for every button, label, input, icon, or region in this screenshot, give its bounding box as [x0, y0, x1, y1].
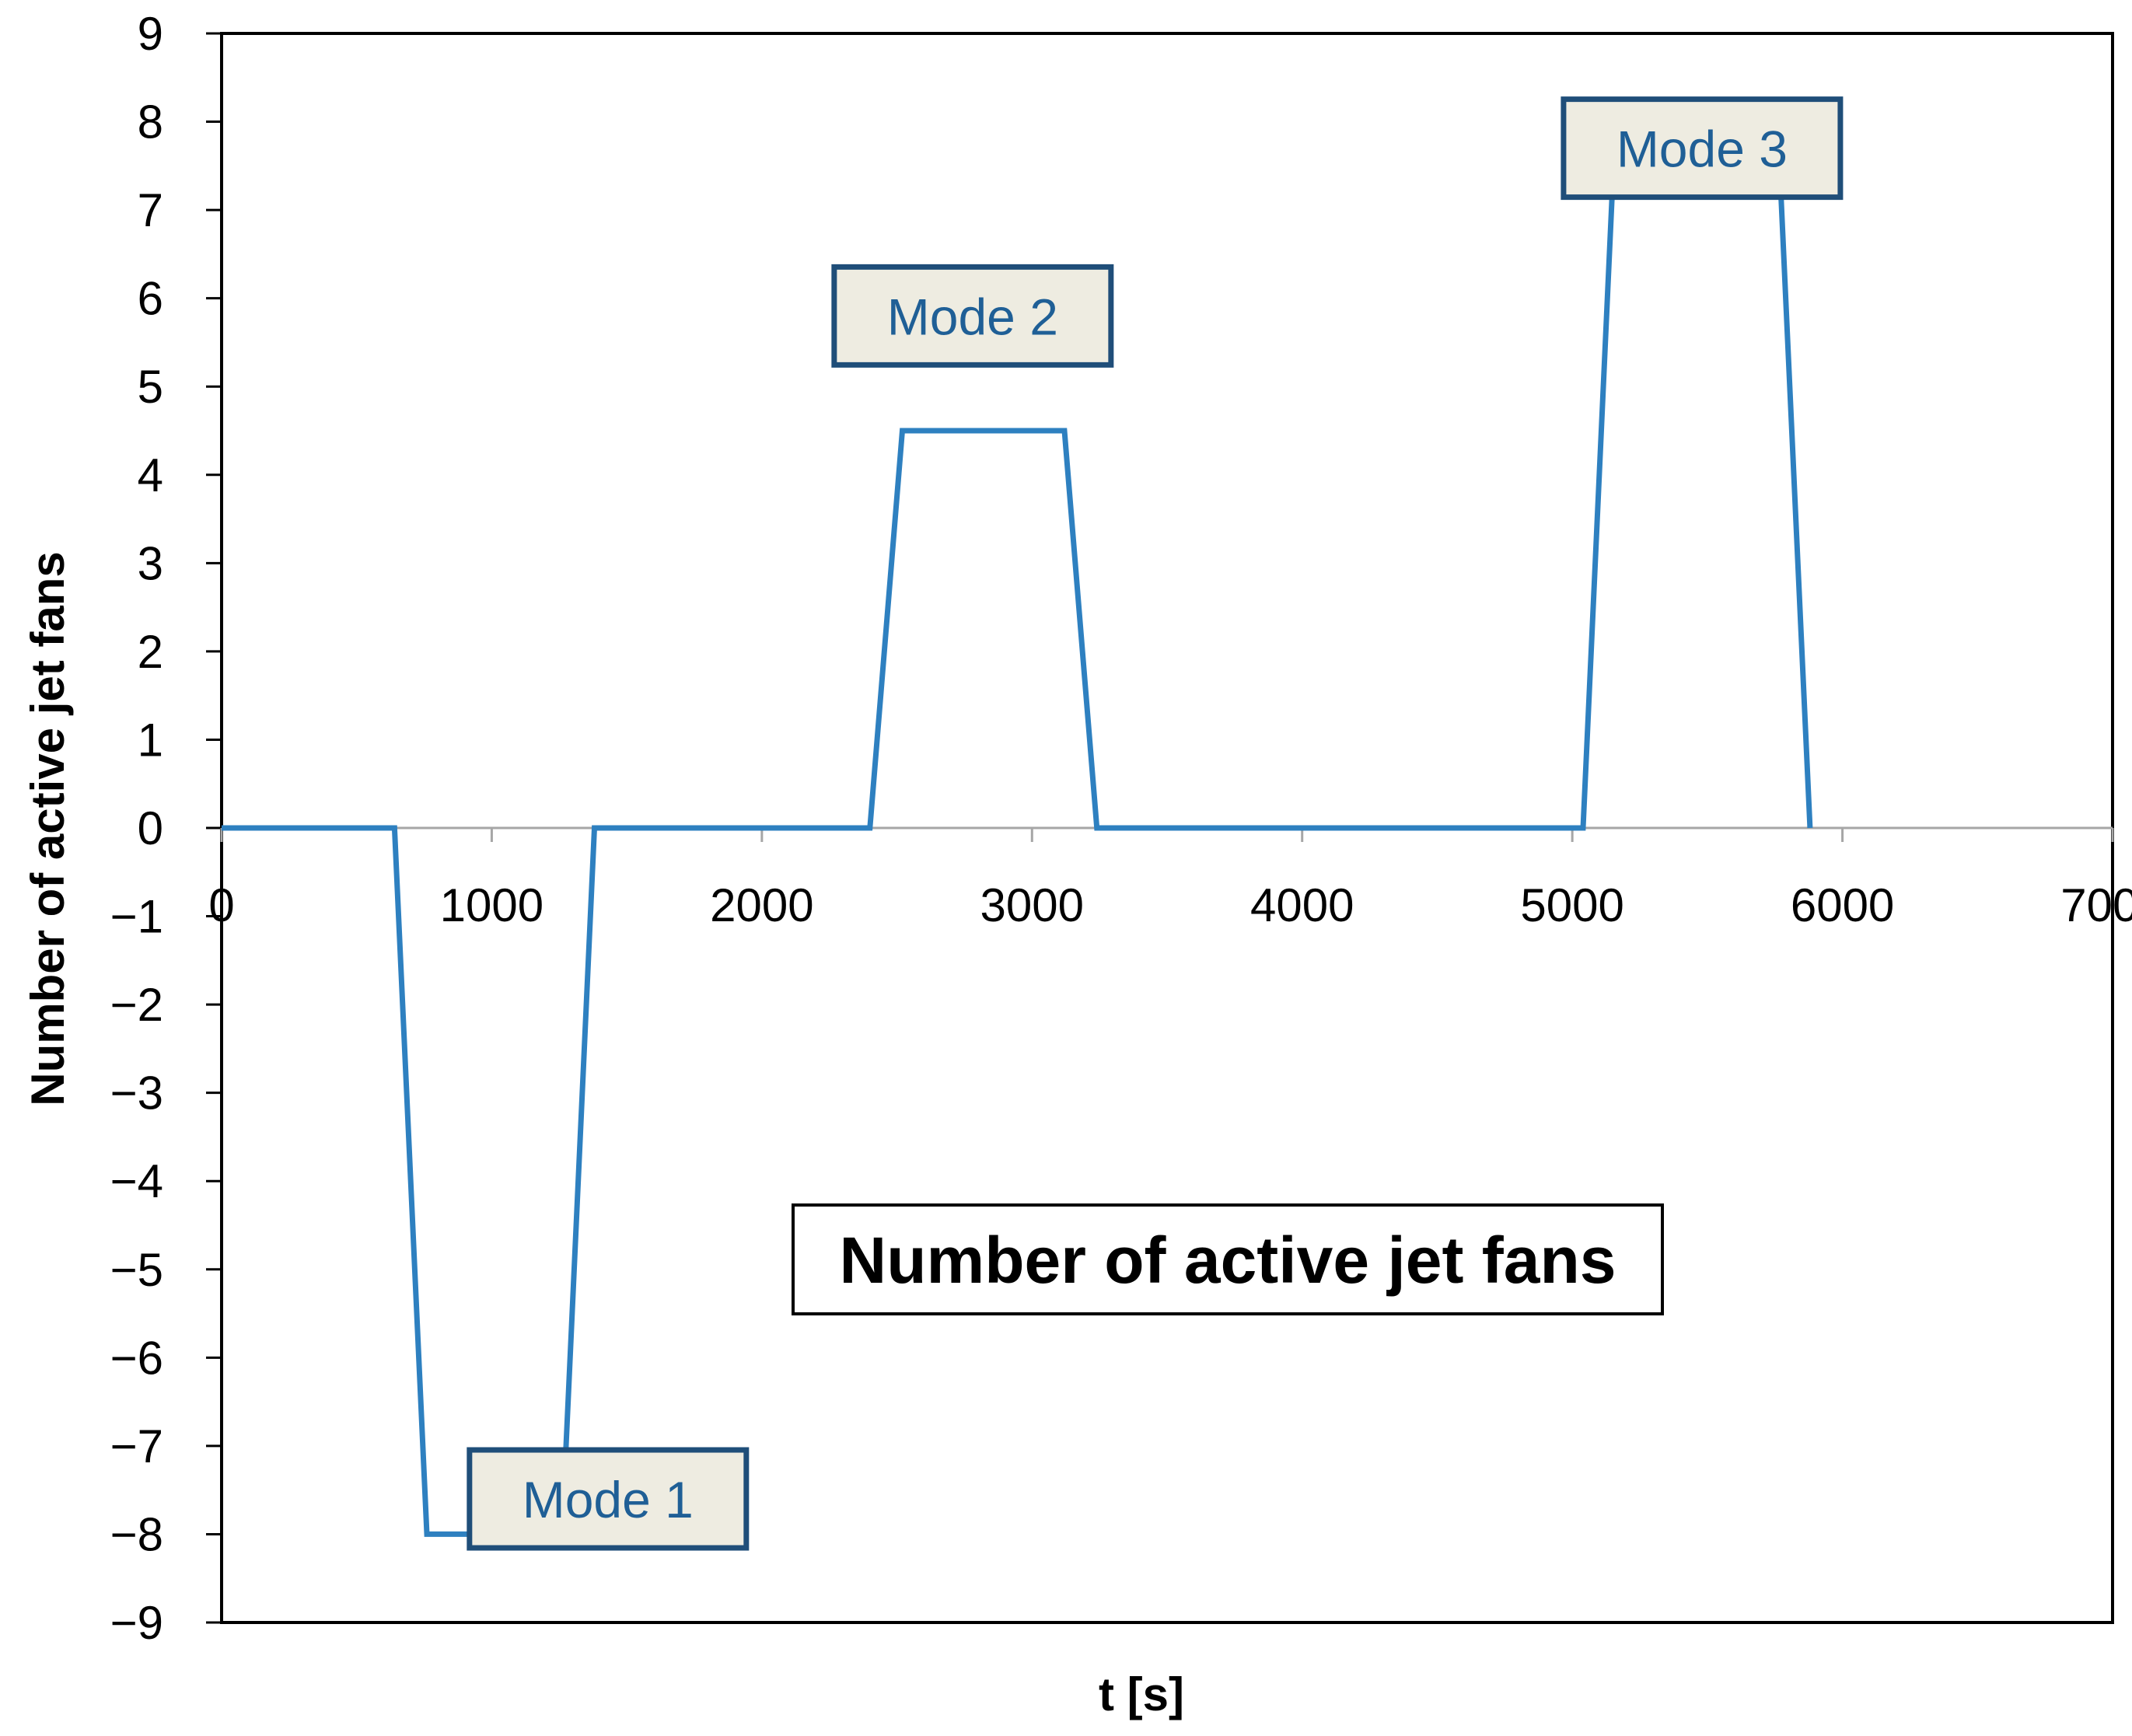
x-tick-label: 5000 [1520, 879, 1623, 931]
chart-title: Number of active jet fans [840, 1224, 1616, 1297]
y-tick-label: −5 [110, 1244, 163, 1296]
x-tick-label: 7000 [2060, 879, 2132, 931]
y-tick-label: 3 [138, 537, 163, 589]
chart-title-box: Number of active jet fans [792, 1203, 1664, 1315]
y-tick-label: −1 [110, 891, 163, 943]
y-tick-label: 9 [138, 8, 163, 60]
x-tick-label: 3000 [980, 879, 1084, 931]
y-tick-label: −9 [110, 1597, 163, 1649]
x-tick-label: 2000 [710, 879, 813, 931]
mode-annotation: Mode 3 [1561, 96, 1844, 201]
annotations: Mode 1 Mode 2 Mode 3 [467, 96, 1844, 1551]
x-tick-label: 0 [208, 879, 234, 931]
mode-annotation: Mode 1 [467, 1447, 750, 1551]
y-tick-label: 4 [138, 449, 163, 501]
chart-title-frame [792, 1203, 1664, 1315]
y-tick-label: 2 [138, 626, 163, 678]
y-axis-title: Number of active jet fans [22, 551, 74, 1106]
y-tick-label: −7 [110, 1420, 163, 1472]
y-tick-label: 5 [138, 361, 163, 413]
y-tick-label: −4 [110, 1155, 163, 1207]
y-tick-label: 0 [138, 802, 163, 854]
mode-annotation: Mode 2 [831, 264, 1114, 368]
x-tick-label: 4000 [1250, 879, 1354, 931]
y-tick-label: −2 [110, 979, 163, 1031]
y-axis-ticks: 9 8 7 6 5 4 3 2 1 0 −1 −2 −3 −4 −5 −6 −7 −8 −9 [110, 8, 222, 1649]
y-tick-label: 7 [138, 184, 163, 236]
mode-annotation-box [1561, 96, 1844, 201]
y-tick-label: −8 [110, 1508, 163, 1560]
x-axis-ticks: 0 1000 2000 3000 4000 5000 6000 7000 [208, 828, 2132, 931]
y-tick-label: 8 [138, 96, 163, 148]
mode-annotation-box [831, 264, 1114, 368]
mode-annotation-label: Mode 3 [1616, 121, 1788, 178]
y-tick-label: 6 [138, 273, 163, 325]
y-tick-label: 1 [138, 714, 163, 766]
y-tick-label: −3 [110, 1067, 163, 1119]
y-tick-label: −6 [110, 1332, 163, 1384]
mode-annotation-box [467, 1447, 750, 1551]
mode-annotation-label: Mode 2 [887, 288, 1058, 345]
x-axis-title: t [s] [1099, 1668, 1184, 1720]
mode-annotation-label: Mode 1 [523, 1471, 694, 1528]
x-tick-label: 1000 [440, 879, 543, 931]
x-tick-label: 6000 [1791, 879, 1894, 931]
